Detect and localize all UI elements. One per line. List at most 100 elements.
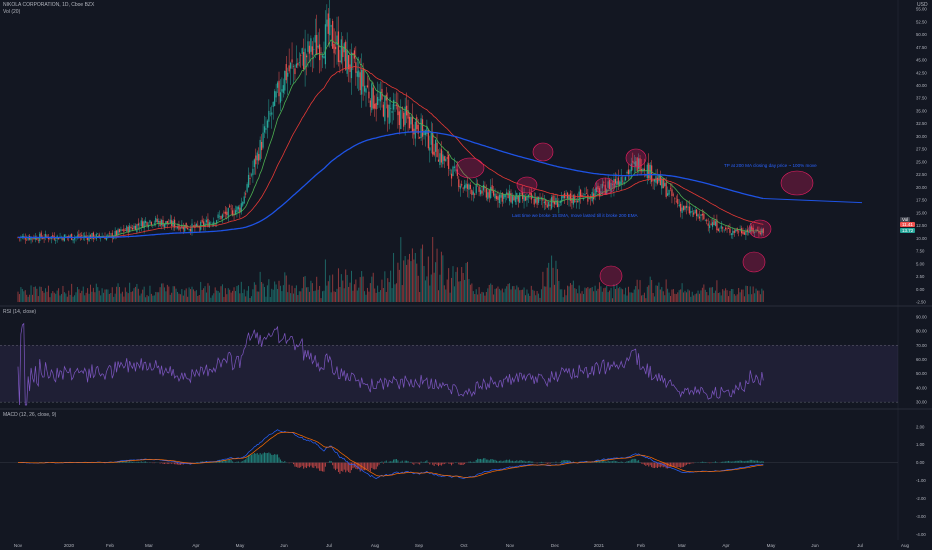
volume-bar — [132, 291, 134, 302]
volume-bar — [279, 285, 281, 302]
candle-body — [503, 194, 505, 199]
candle-body — [69, 235, 71, 237]
candle-body — [681, 207, 683, 213]
volume-bar — [601, 291, 603, 302]
candle-body — [607, 181, 609, 188]
candle-body — [745, 230, 747, 236]
candle-body — [471, 190, 473, 195]
volume-bar — [568, 286, 570, 302]
macd-histogram-bar — [488, 460, 490, 463]
macd-histogram-bar — [375, 462, 377, 470]
volume-bar — [472, 291, 474, 302]
volume-bar — [137, 288, 139, 302]
volume-bar — [585, 288, 587, 302]
candle-body — [263, 126, 266, 133]
candle-body — [624, 177, 627, 181]
macd-histogram-bar — [678, 462, 680, 468]
candle-body — [329, 18, 331, 36]
candle-body — [514, 196, 516, 203]
macd-histogram-bar — [736, 460, 738, 463]
volume-bar — [546, 267, 548, 302]
volume-bar — [671, 289, 673, 302]
macd-histogram-bar — [381, 461, 383, 463]
candle-body — [410, 116, 412, 125]
volume-bar — [548, 262, 550, 302]
macd-histogram-bar — [250, 454, 252, 463]
candle-body — [575, 201, 577, 202]
volume-bar — [361, 271, 363, 302]
macd-histogram-bar — [606, 461, 608, 463]
candle-body — [523, 194, 525, 202]
macd-histogram-bar — [452, 462, 454, 464]
candle-body — [658, 175, 660, 182]
volume-bar — [707, 295, 709, 302]
macd-histogram-bar — [175, 462, 177, 465]
macd-histogram-bar — [358, 462, 360, 470]
macd-histogram-bar — [733, 461, 735, 463]
time-tick-label: Jul — [857, 543, 863, 548]
macd-legend: MACD (12, 26, close, 9) — [3, 412, 57, 418]
candle-body — [92, 232, 94, 239]
candle-body — [635, 161, 637, 167]
macd-histogram-bar — [670, 462, 671, 467]
volume-bar — [359, 277, 361, 302]
volume-bar — [572, 280, 574, 302]
candle-body — [668, 189, 670, 195]
candle-body — [339, 60, 341, 63]
price-tick-label: 25.00 — [916, 159, 927, 164]
volume-bar — [82, 286, 84, 302]
volume-bar — [161, 283, 163, 302]
volume-bar — [452, 266, 454, 302]
macd-histogram-bar — [246, 457, 248, 463]
volume-bar — [81, 290, 83, 302]
price-tick-label: 2.50 — [916, 274, 925, 279]
macd-histogram-bar — [542, 462, 544, 463]
volume-bar — [681, 283, 683, 302]
volume-bar — [113, 296, 115, 302]
candle-body — [697, 214, 699, 217]
macd-histogram-bar — [656, 462, 658, 469]
volume-bar — [480, 293, 482, 302]
macd-histogram-bar — [478, 459, 480, 463]
candle-body — [368, 91, 370, 99]
candle-body — [577, 200, 579, 203]
volume-bar — [32, 294, 33, 302]
macd-histogram-bar — [619, 462, 621, 463]
volume-bar — [133, 288, 135, 302]
candle-body — [477, 183, 479, 185]
macd-histogram-bar — [461, 462, 463, 465]
candle-body — [320, 52, 322, 53]
macd-histogram-bar — [337, 462, 339, 473]
candle-body — [423, 130, 425, 135]
time-tick-label: Feb — [637, 543, 645, 548]
candle-body — [633, 162, 635, 165]
candle-body — [36, 237, 38, 240]
candle-body — [553, 201, 556, 205]
macd-histogram-bar — [240, 461, 242, 463]
volume-bar — [45, 288, 47, 302]
ma-200-line — [17, 131, 764, 239]
volume-bar — [76, 286, 78, 302]
volume-bar — [40, 286, 42, 302]
candle-body — [609, 179, 611, 190]
volume-bar — [329, 275, 331, 302]
candle-body — [759, 232, 761, 235]
volume-bar — [422, 244, 424, 302]
volume-bar — [684, 290, 686, 302]
candle-body — [603, 182, 605, 184]
candle-body — [691, 211, 693, 212]
volume-bar — [519, 290, 521, 302]
macd-histogram-bar — [504, 460, 506, 463]
macd-histogram-bar — [278, 457, 280, 463]
volume-bar — [391, 288, 393, 302]
volume-bar — [94, 292, 96, 302]
volume-bar — [110, 292, 112, 302]
candle-body — [282, 85, 284, 93]
candle-body — [404, 106, 406, 125]
macd-histogram-bar — [546, 462, 548, 464]
volume-bar — [458, 281, 460, 302]
macd-histogram-bar — [339, 462, 341, 474]
volume-bar — [745, 285, 747, 302]
volume-bar — [184, 290, 186, 302]
